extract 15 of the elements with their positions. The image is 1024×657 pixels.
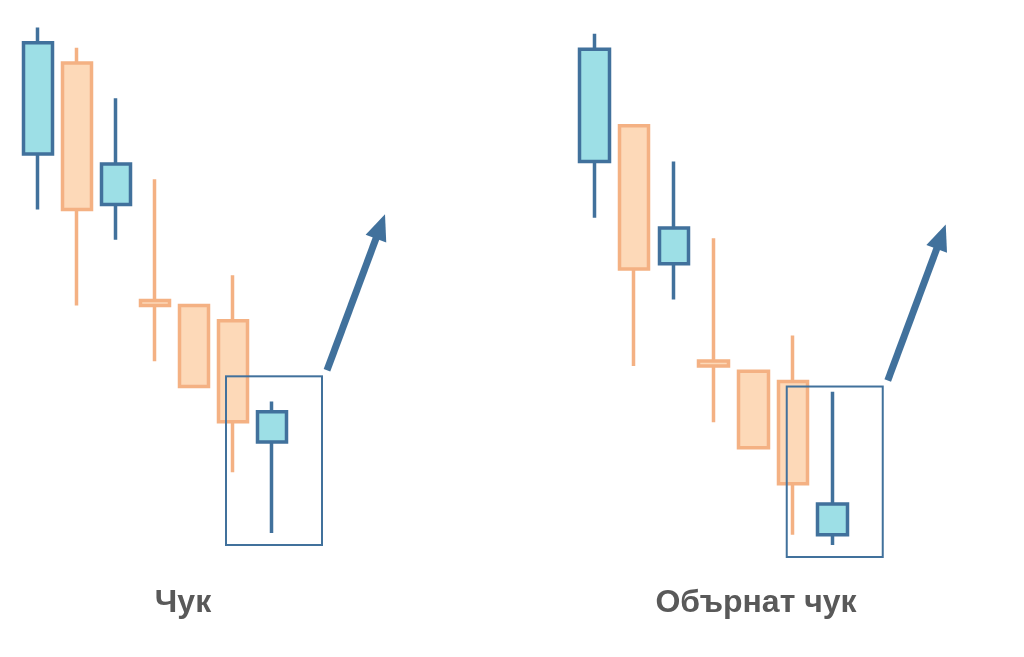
candlestick [577, 33, 612, 218]
candlestick [216, 275, 250, 473]
candlestick [21, 27, 55, 210]
candlestick [99, 98, 133, 240]
candlestick [60, 47, 94, 306]
candlestick [776, 335, 810, 535]
candlestick [657, 161, 691, 300]
candlestick [815, 391, 850, 545]
candlestick [255, 401, 289, 533]
candlestick [696, 238, 731, 423]
candlestick [736, 369, 771, 450]
candlestick [617, 124, 651, 367]
candlestick [138, 179, 172, 362]
text: Обърнат чук [655, 583, 858, 619]
text: Чук [154, 583, 213, 619]
